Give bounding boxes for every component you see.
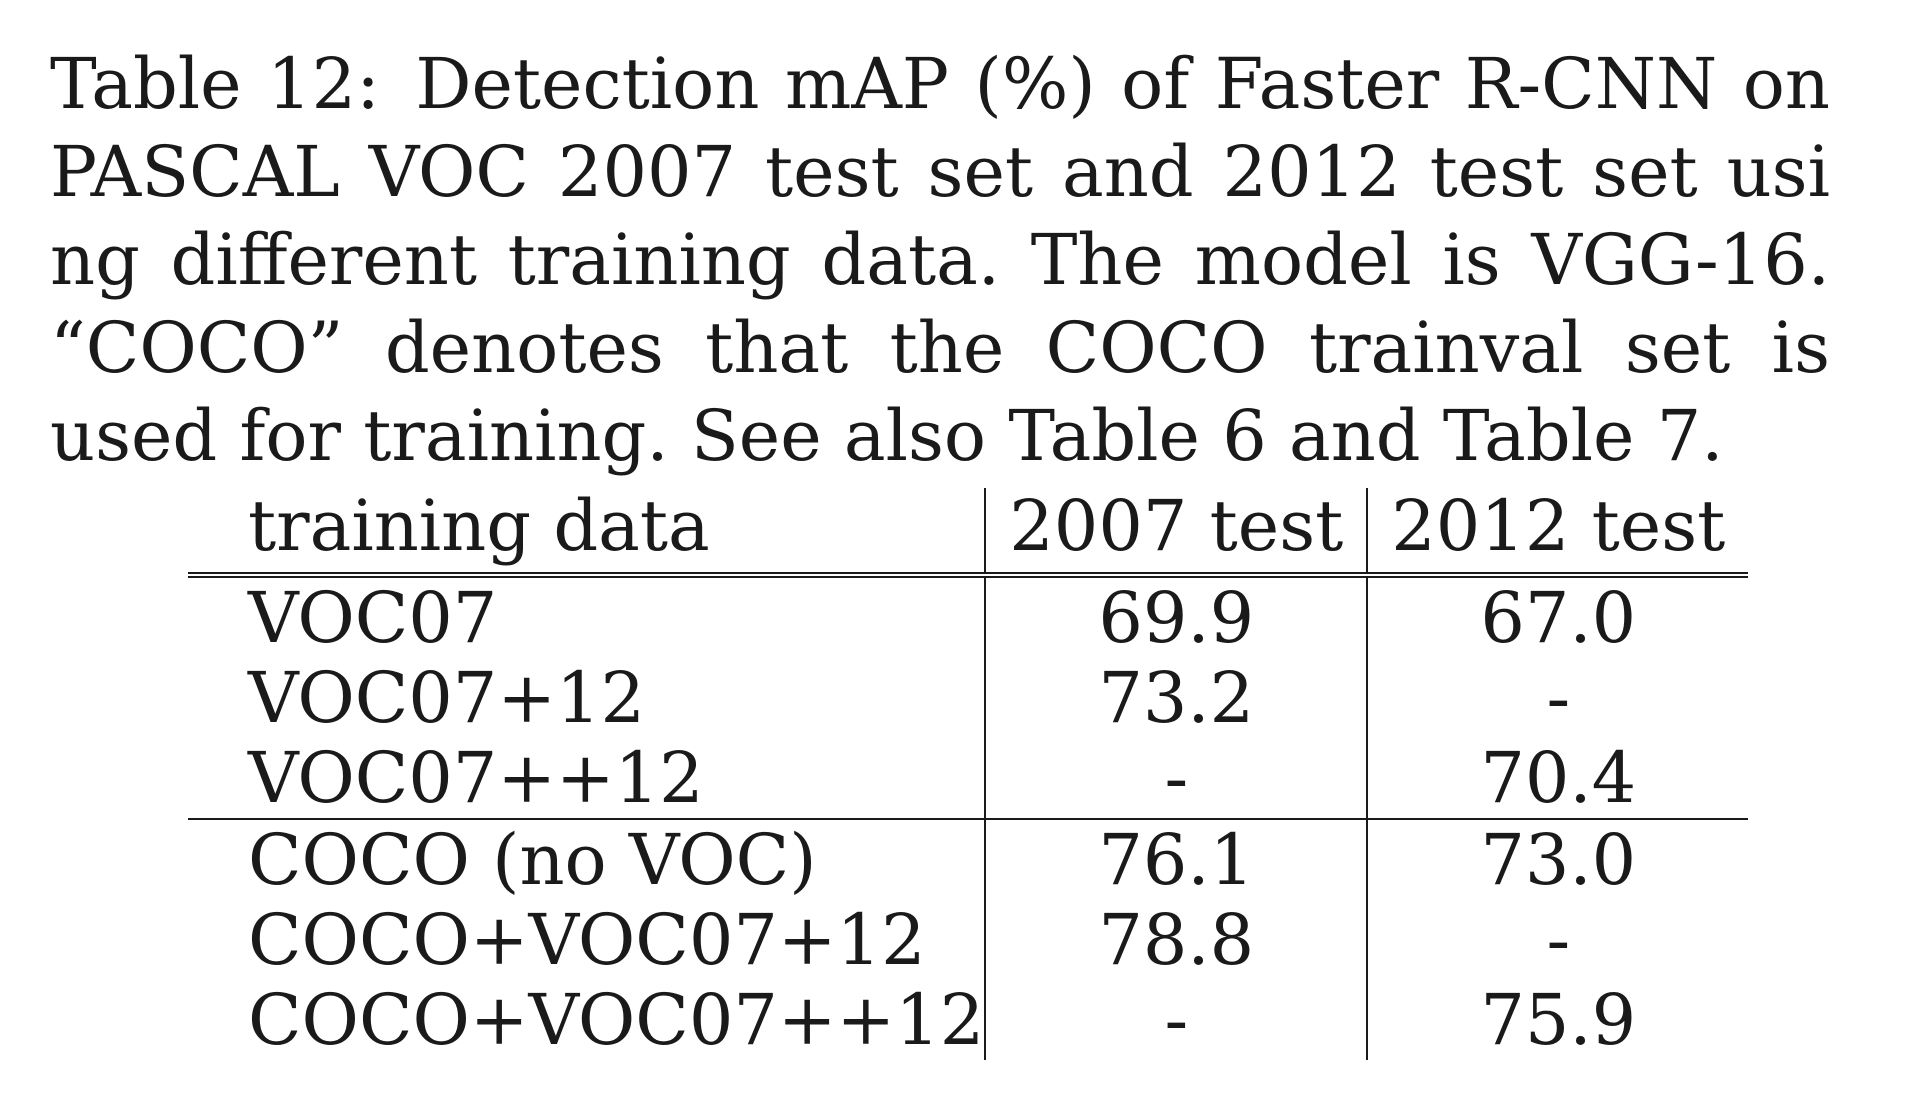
test-2012-cell: 67.0 [1480, 577, 1637, 659]
results-table: training data 2007 test 2012 test VOC07 … [188, 488, 1749, 1060]
test-2007-cell-best: 78.8 [985, 900, 1369, 980]
training-data-cell: COCO+VOC07++12 [188, 980, 987, 1060]
table-caption: Table 12: Detection mAP (%) of Faster R-… [50, 40, 1830, 480]
training-data-cell: COCO+VOC07+12 [188, 900, 987, 980]
test-2012-cell-best: 75.9 [1480, 979, 1637, 1061]
header-training-data: training data [188, 488, 987, 578]
caption-label: Table 12: [50, 43, 380, 125]
header-2012-test: 2012 test [1367, 488, 1749, 578]
training-data-cell: COCO (no VOC) [188, 818, 987, 900]
caption-text: Detection mAP (%) of Faster R-CNN on PAS… [50, 43, 1830, 477]
test-2007-cell: 73.2 [985, 658, 1369, 738]
test-2007-cell: - [985, 980, 1369, 1060]
test-2012-cell: 70.4 [1480, 737, 1637, 819]
training-data-cell: VOC07 [188, 575, 987, 658]
table-row: VOC07++12 - 70.4 [188, 738, 1748, 819]
test-2012-cell: - [1546, 657, 1571, 739]
header-2007-test: 2007 test [985, 488, 1369, 578]
test-2007-cell: - [985, 738, 1369, 819]
test-2007-cell: 69.9 [985, 575, 1369, 658]
table-row: COCO+VOC07++12 - 75.9 [188, 980, 1748, 1060]
table-row: COCO (no VOC) 76.1 73.0 [188, 818, 1749, 900]
table-row: VOC07 69.9 67.0 [188, 575, 1748, 658]
training-data-cell: VOC07+12 [188, 658, 987, 738]
table-row: COCO+VOC07+12 78.8 - [188, 900, 1748, 980]
test-2012-cell: 73.0 [1367, 818, 1749, 900]
table-header-row: training data 2007 test 2012 test [188, 488, 1749, 578]
test-2012-cell: - [1546, 899, 1571, 981]
training-data-cell: VOC07++12 [188, 738, 987, 819]
table-row: VOC07+12 73.2 - [188, 658, 1748, 738]
test-2007-cell: 76.1 [985, 818, 1369, 900]
